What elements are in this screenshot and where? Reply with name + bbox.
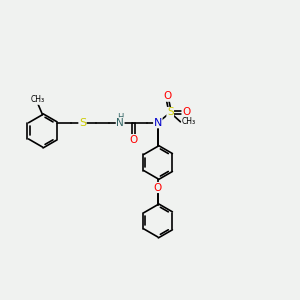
Text: H: H	[117, 113, 123, 122]
Text: CH₃: CH₃	[182, 117, 196, 126]
Text: CH₃: CH₃	[31, 95, 45, 104]
Text: O: O	[164, 91, 172, 101]
Text: S: S	[79, 118, 86, 128]
Text: O: O	[154, 182, 162, 193]
Text: O: O	[129, 134, 137, 145]
Text: N: N	[154, 118, 162, 128]
Text: O: O	[182, 107, 190, 118]
Text: S: S	[167, 107, 173, 118]
Text: N: N	[116, 118, 124, 128]
